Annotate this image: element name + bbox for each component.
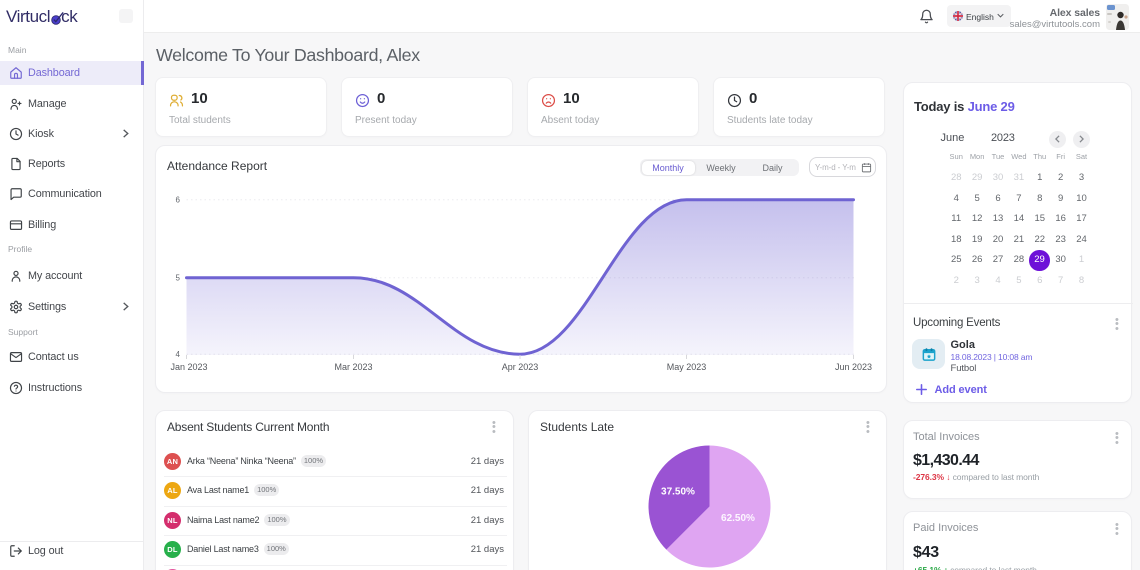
- svg-text:62.50%: 62.50%: [721, 513, 755, 524]
- svg-text:Apr 2023: Apr 2023: [502, 362, 539, 372]
- svg-text:Mar 2023: Mar 2023: [334, 362, 372, 372]
- svg-text:Jun 2023: Jun 2023: [835, 362, 872, 372]
- svg-text:6: 6: [176, 196, 181, 205]
- svg-text:Jan 2023: Jan 2023: [170, 362, 207, 372]
- svg-text:4: 4: [176, 350, 181, 359]
- svg-text:5: 5: [176, 274, 181, 283]
- svg-text:37.50%: 37.50%: [661, 487, 695, 498]
- svg-text:May 2023: May 2023: [667, 362, 707, 372]
